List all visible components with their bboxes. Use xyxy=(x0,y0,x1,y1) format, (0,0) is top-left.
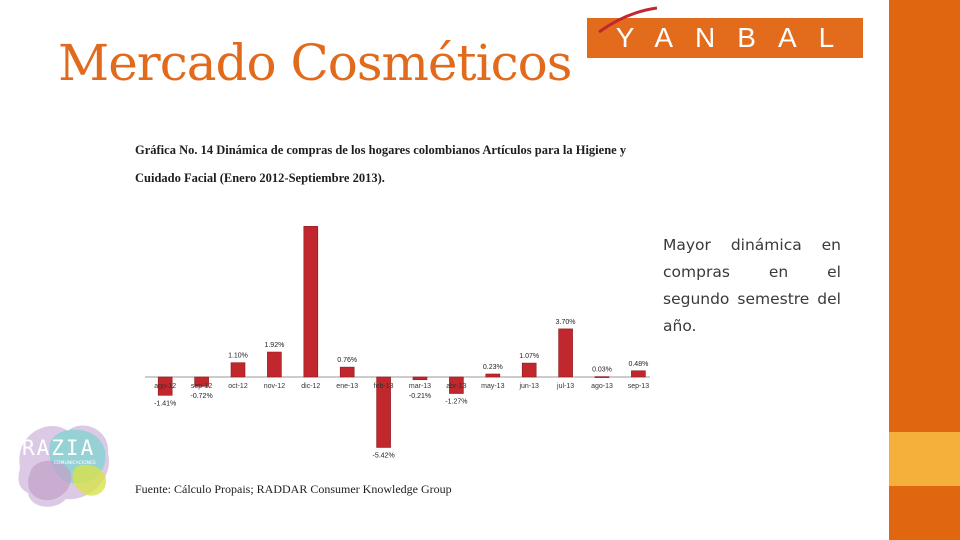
x-tick-label: dic-12 xyxy=(301,383,320,390)
data-label: 0.48% xyxy=(628,361,648,368)
chart-bar xyxy=(412,376,428,381)
chart-bar xyxy=(594,376,610,378)
chart-bar xyxy=(267,351,282,378)
source-note: Fuente: Cálculo Propais; RADDAR Consumer… xyxy=(135,482,452,496)
brand-swoosh-icon xyxy=(598,6,658,34)
side-note: Mayor dinámica en compras en el segundo … xyxy=(663,236,841,335)
x-tick-label: ago-13 xyxy=(591,383,613,390)
chart-bar xyxy=(449,376,464,394)
data-label: 0.23% xyxy=(483,364,503,371)
chart-caption: Gráfica No. 14 Dinámica de compras de lo… xyxy=(135,143,627,185)
x-tick-label: sep-13 xyxy=(628,383,650,390)
data-label: 1.92% xyxy=(264,342,284,349)
x-tick-label: oct-12 xyxy=(228,383,248,390)
chart-bar xyxy=(558,328,573,378)
x-tick-label: abr-13 xyxy=(446,383,466,390)
x-tick-label: nov-12 xyxy=(264,383,286,390)
chart-bar xyxy=(485,373,501,378)
data-label: 1.07% xyxy=(519,353,539,360)
data-label: 0.76% xyxy=(337,357,357,364)
accent-side-bar-highlight xyxy=(889,432,960,486)
x-tick-label: sep-12 xyxy=(191,383,213,390)
data-label: -0.72% xyxy=(191,393,213,400)
chart-bar xyxy=(194,376,209,387)
data-label: -1.41% xyxy=(154,400,176,407)
chart-bar xyxy=(521,362,537,378)
chart-bar xyxy=(631,370,646,378)
brand-logo: YANBAL xyxy=(587,18,863,58)
chart-bar xyxy=(339,366,355,378)
x-tick-label: mar-13 xyxy=(409,383,431,390)
slide-title: Mercado Cosméticos xyxy=(58,34,572,92)
x-tick-label: jul-13 xyxy=(556,383,574,390)
x-tick-label: ene-13 xyxy=(336,383,358,390)
razia-logo-tagline: COMUNICACIONES xyxy=(54,460,96,466)
data-label: -0.21% xyxy=(409,393,431,400)
chart-bar xyxy=(376,376,391,448)
chart-bar xyxy=(230,362,246,378)
x-tick-label: may-13 xyxy=(481,383,504,390)
chart-bar xyxy=(157,376,173,396)
data-label: -1.27% xyxy=(445,399,467,406)
x-tick-label: jun-13 xyxy=(518,383,539,390)
x-tick-label: ago-12 xyxy=(154,383,176,390)
razia-logo: RAZIA COMUNICACIONES xyxy=(18,425,109,507)
data-label: -5.42% xyxy=(373,452,395,459)
razia-logo-text: RAZIA xyxy=(22,436,95,460)
data-label: 3.70% xyxy=(556,319,576,326)
data-label: 0.03% xyxy=(592,367,612,374)
brand-logo-text: YANBAL xyxy=(615,22,857,53)
data-label: 11.59% xyxy=(299,222,322,223)
x-tick-label: feb-13 xyxy=(374,383,394,390)
data-label: 1.10% xyxy=(228,353,248,360)
bar-chart: ago-12 -1.41% sep-12 -0.72% oct-12 1.10% nov-1… xyxy=(145,222,650,459)
chart-bar xyxy=(303,226,319,378)
